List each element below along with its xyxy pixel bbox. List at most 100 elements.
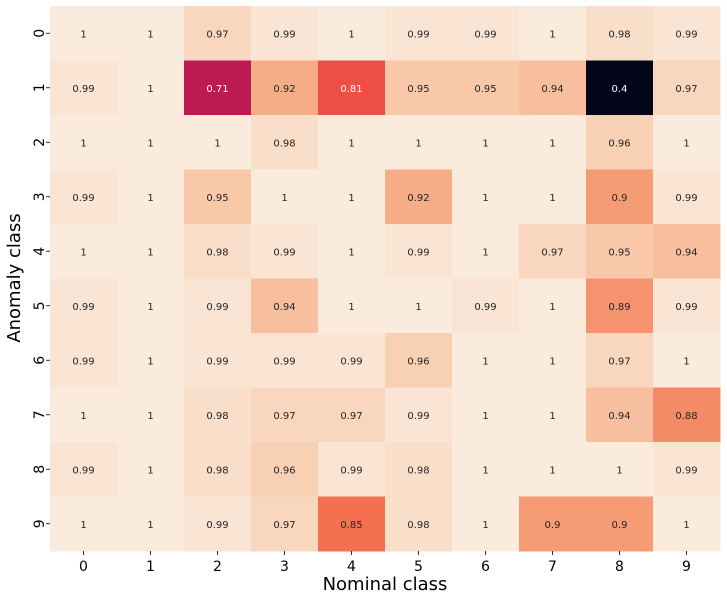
- y-axis-ticks: 0 1 2 3 4 5 6 7 8 9: [32, 29, 50, 528]
- heatmap-cell: [586, 115, 654, 170]
- heatmap-cell: [50, 278, 118, 334]
- heatmap-cell: [251, 115, 319, 170]
- cell-value-label: 1: [147, 193, 153, 204]
- cell-value-label: 1: [549, 411, 555, 422]
- cell-value-label: 0.99: [206, 356, 228, 367]
- heatmap-cell: [385, 442, 453, 497]
- cell-value-label: 1: [147, 356, 153, 367]
- heatmap-cell: [251, 387, 319, 443]
- cell-value-label: 0.85: [340, 520, 362, 531]
- heatmap-cell: [184, 442, 252, 497]
- cell-value-label: 0.98: [273, 138, 295, 149]
- heatmap-cell: [452, 115, 520, 170]
- cell-value-label: 0.99: [206, 302, 228, 313]
- heatmap-cell: [653, 115, 721, 170]
- cell-value-label: 0.94: [541, 84, 563, 95]
- x-tick-label: 3: [280, 559, 289, 575]
- heatmap-cell: [452, 224, 520, 279]
- cell-value-label: 0.97: [675, 84, 697, 95]
- heatmap-cell: [519, 224, 587, 279]
- cell-value-label: 0.99: [273, 356, 295, 367]
- cell-value-label: 0.97: [541, 247, 563, 258]
- cell-value-label: 1: [549, 138, 555, 149]
- cell-value-label: 1: [482, 247, 488, 258]
- cell-value-label: 0.99: [72, 193, 94, 204]
- heatmap-cell: [452, 496, 520, 552]
- cell-value-label: 0.99: [72, 302, 94, 313]
- cell-value-label: 1: [549, 356, 555, 367]
- x-tick-label: 8: [615, 559, 624, 575]
- heatmap-cell: [385, 278, 453, 334]
- cell-value-label: 0.81: [340, 84, 362, 95]
- cell-value-label: 1: [549, 302, 555, 313]
- cell-value-label: 0.71: [206, 84, 228, 95]
- heatmap-cell: [519, 278, 587, 334]
- cell-value-label: 1: [80, 29, 86, 40]
- heatmap-cell: [519, 169, 587, 225]
- cell-value-label: 0.99: [675, 302, 697, 313]
- cell-value-label: 0.99: [675, 193, 697, 204]
- y-tick-label: 8: [32, 465, 48, 474]
- heatmap-cell: [519, 60, 587, 116]
- x-tick-label: 5: [414, 559, 423, 575]
- cell-value-label: 1: [147, 411, 153, 422]
- cell-value-label: 0.96: [407, 356, 429, 367]
- heatmap-cell: [519, 387, 587, 443]
- heatmap-cell: [653, 333, 721, 388]
- cell-value-label: 0.98: [206, 247, 228, 258]
- heatmap-cell: [385, 387, 453, 443]
- heatmap-cell: [184, 278, 252, 334]
- cell-value-label: 1: [147, 520, 153, 531]
- heatmap-cells: 1 1 0.97 0.99 1 0.99 0.99 1 0.98 0.99 0.99 1 0.71 0.9…: [50, 6, 721, 552]
- heatmap-cell: [117, 496, 185, 552]
- heatmap-cell: [519, 115, 587, 170]
- cell-value-label: 0.98: [608, 29, 630, 40]
- cell-value-label: 0.95: [407, 84, 429, 95]
- cell-value-label: 0.95: [474, 84, 496, 95]
- heatmap-cell: [586, 496, 654, 552]
- heatmap-cell: [318, 169, 386, 225]
- cell-value-label: 1: [482, 411, 488, 422]
- heatmap-cell: [586, 387, 654, 443]
- cell-value-label: 0.99: [340, 356, 362, 367]
- heatmap-cell: [452, 169, 520, 225]
- cell-value-label: 0.99: [72, 84, 94, 95]
- cell-value-label: 0.96: [273, 465, 295, 476]
- heatmap-cell: [586, 278, 654, 334]
- cell-value-label: 0.98: [206, 411, 228, 422]
- heatmap-cell: [318, 387, 386, 443]
- heatmap-cell: [318, 333, 386, 388]
- heatmap-cell: [184, 60, 252, 116]
- cell-value-label: 0.99: [474, 302, 496, 313]
- cell-value-label: 1: [348, 247, 354, 258]
- heatmap-cell: [117, 60, 185, 116]
- heatmap-cell: [586, 333, 654, 388]
- heatmap-cell: [50, 6, 118, 61]
- heatmap-cell: [251, 169, 319, 225]
- heatmap-cell: [184, 115, 252, 170]
- cell-value-label: 1: [348, 302, 354, 313]
- cell-value-label: 1: [683, 356, 689, 367]
- heatmap-cell: [385, 333, 453, 388]
- heatmap-cell: [385, 6, 453, 61]
- heatmap-cell: [50, 115, 118, 170]
- heatmap-cell: [452, 387, 520, 443]
- x-tick-label: 2: [213, 559, 222, 575]
- heatmap-cell: [251, 60, 319, 116]
- heatmap-cell: [586, 442, 654, 497]
- cell-value-label: 1: [80, 138, 86, 149]
- cell-value-label: 1: [549, 29, 555, 40]
- cell-value-label: 1: [147, 84, 153, 95]
- heatmap-cell: [251, 6, 319, 61]
- x-tick-label: 6: [481, 559, 490, 575]
- heatmap-cell: [519, 442, 587, 497]
- cell-value-label: 1: [549, 193, 555, 204]
- cell-value-label: 1: [616, 465, 622, 476]
- cell-value-label: 0.99: [273, 29, 295, 40]
- cell-value-label: 1: [683, 138, 689, 149]
- cell-value-label: 1: [214, 138, 220, 149]
- x-tick-label: 9: [682, 559, 691, 575]
- cell-value-label: 1: [147, 247, 153, 258]
- heatmap-cell: [184, 224, 252, 279]
